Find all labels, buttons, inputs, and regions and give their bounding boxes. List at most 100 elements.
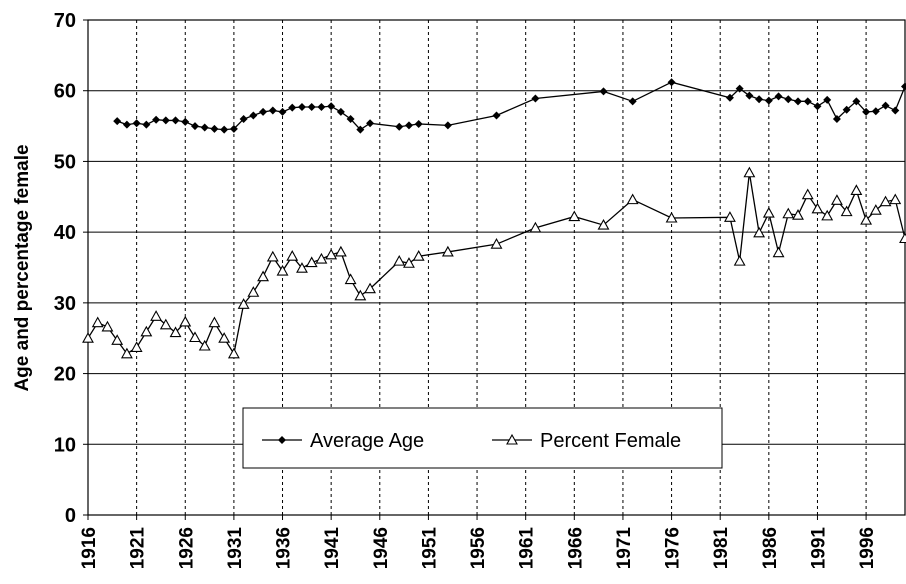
triangle-marker: [772, 246, 785, 258]
triangle-marker: [364, 282, 376, 294]
triangle-marker: [869, 204, 882, 215]
triangle-marker: [208, 316, 221, 328]
triangle-marker: [344, 273, 357, 285]
x-tick-label: 1951: [419, 527, 440, 570]
diamond-marker: [366, 119, 375, 128]
legend-label: Average Age: [310, 430, 424, 452]
triangle-marker: [266, 250, 279, 262]
diamond-marker: [745, 91, 754, 100]
diamond-marker: [268, 106, 277, 115]
x-tick-label: 1921: [128, 527, 149, 570]
triangle-marker: [665, 211, 678, 223]
diamond-marker: [842, 105, 851, 114]
triangle-marker: [354, 289, 367, 301]
triangle-marker: [850, 184, 863, 195]
y-tick-label: 0: [65, 505, 76, 527]
triangle-marker: [296, 262, 308, 273]
diamond-marker: [200, 123, 209, 132]
diamond-marker: [725, 93, 734, 102]
triangle-marker: [247, 286, 260, 297]
diamond-marker: [852, 97, 861, 106]
diamond-marker: [249, 111, 258, 120]
diamond-marker: [113, 117, 122, 126]
diamond-marker: [142, 120, 151, 129]
diamond-marker: [443, 121, 452, 130]
y-tick-label: 60: [54, 81, 76, 103]
diamond-marker: [755, 95, 764, 104]
triangle-marker: [412, 250, 425, 261]
diamond-marker: [803, 97, 812, 106]
diamond-marker: [152, 115, 161, 124]
x-tick-label: 1956: [468, 527, 489, 569]
diamond-marker: [784, 95, 793, 104]
x-tick-label: 1966: [565, 527, 586, 569]
diamond-marker: [881, 101, 890, 110]
x-tick-label: 1961: [517, 527, 538, 570]
triangle-marker: [830, 194, 843, 205]
triangle-marker: [111, 334, 124, 345]
diamond-marker: [813, 102, 822, 111]
diamond-marker: [891, 106, 900, 115]
legend-label: Percent Female: [540, 430, 681, 452]
triangle-marker: [821, 209, 834, 221]
triangle-marker: [227, 347, 240, 359]
diamond-marker: [414, 119, 423, 128]
triangle-marker: [879, 195, 892, 207]
diamond-marker: [161, 116, 170, 125]
diamond-marker: [297, 102, 306, 111]
y-axis-label: Age and percentage female: [12, 144, 33, 391]
x-tick-label: 1991: [808, 527, 829, 570]
x-tick-label: 1976: [663, 527, 684, 569]
diamond-marker: [317, 102, 326, 111]
x-tick-label: 1996: [857, 527, 878, 569]
diamond-marker: [871, 107, 880, 116]
triangle-marker: [490, 238, 503, 249]
y-tick-label: 30: [54, 293, 76, 315]
triangle-marker: [753, 226, 766, 238]
diamond-marker: [901, 82, 906, 91]
diamond-marker: [356, 125, 365, 134]
triangle-marker: [743, 166, 756, 178]
diamond-marker: [628, 97, 637, 106]
diamond-marker: [327, 102, 336, 111]
diamond-marker: [862, 107, 871, 116]
diamond-marker: [288, 103, 297, 112]
triangle-marker: [860, 213, 873, 225]
diamond-marker: [667, 78, 676, 87]
diamond-marker: [735, 84, 744, 93]
triangle-marker: [150, 310, 163, 321]
triangle-marker: [792, 209, 804, 220]
diamond-marker: [122, 120, 131, 129]
diamond-marker: [220, 125, 229, 134]
triangle-marker: [899, 232, 906, 244]
diamond-marker: [823, 95, 832, 104]
diamond-marker: [210, 124, 219, 133]
diamond-marker: [599, 87, 608, 96]
triangle-marker: [597, 218, 610, 230]
diamond-marker: [190, 122, 199, 131]
legend: Average Age Percent Female: [242, 407, 723, 469]
triangle-marker: [140, 325, 153, 337]
triangle-marker: [334, 245, 347, 257]
triangle-marker: [159, 318, 172, 330]
x-tick-label: 1986: [760, 527, 781, 569]
triangle-marker: [179, 315, 192, 327]
diamond-marker: [395, 122, 404, 131]
diamond-marker: [259, 107, 268, 116]
diamond-marker: [132, 119, 141, 128]
triangle-marker: [733, 255, 746, 266]
triangle-marker: [218, 332, 231, 343]
plot-frame: [87, 19, 906, 516]
diamond-marker: [307, 102, 316, 111]
triangle-marker: [315, 252, 328, 264]
y-tick-label: 50: [54, 151, 76, 173]
diamond-marker: [346, 115, 355, 123]
triangle-marker: [189, 331, 201, 343]
triangle-marker: [403, 257, 415, 268]
diamond-marker: [404, 121, 413, 130]
triangle-marker: [762, 206, 775, 218]
triangle-marker: [130, 341, 143, 352]
legend-box: [242, 407, 723, 469]
triangle-marker: [120, 347, 133, 359]
